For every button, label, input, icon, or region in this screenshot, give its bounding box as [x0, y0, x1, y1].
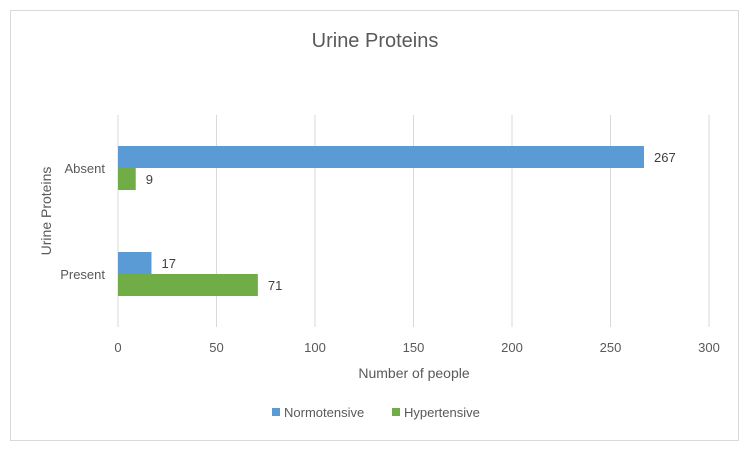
legend: Normotensive Hypertensive	[272, 405, 480, 420]
x-tick-label: 150	[403, 340, 425, 355]
data-label: 17	[161, 256, 175, 271]
legend-label-hypertensive: Hypertensive	[404, 405, 480, 420]
data-label: 9	[146, 172, 153, 187]
x-tick-label: 0	[114, 340, 121, 355]
x-tick-label: 250	[600, 340, 622, 355]
y-axis-title: Urine Proteins	[38, 167, 54, 256]
x-tick-label: 200	[501, 340, 523, 355]
chart-frame	[10, 10, 739, 441]
y-tick-label: Present	[60, 267, 105, 282]
legend-label-normotensive: Normotensive	[284, 405, 364, 420]
y-tick-label: Absent	[65, 161, 106, 176]
data-label: 71	[268, 278, 282, 293]
x-tick-label: 300	[698, 340, 720, 355]
x-tick-label: 100	[304, 340, 326, 355]
chart-title: Urine Proteins	[312, 30, 439, 52]
x-tick-label: 50	[209, 340, 223, 355]
legend-swatch-normotensive	[272, 408, 280, 416]
legend-swatch-hypertensive	[392, 408, 400, 416]
bar-normotensive-absent	[118, 146, 644, 168]
bars	[118, 146, 644, 296]
data-labels: 267 9 17 71	[146, 150, 676, 293]
bar-normotensive-present	[118, 252, 152, 274]
bar-hypertensive-absent	[118, 168, 136, 190]
data-label: 267	[654, 150, 676, 165]
y-axis-ticks: Absent Present	[60, 161, 105, 282]
x-axis-title: Number of people	[358, 365, 470, 381]
bar-hypertensive-present	[118, 274, 258, 296]
x-axis-ticks: 0 50 100 150 200 250 300	[114, 340, 719, 355]
